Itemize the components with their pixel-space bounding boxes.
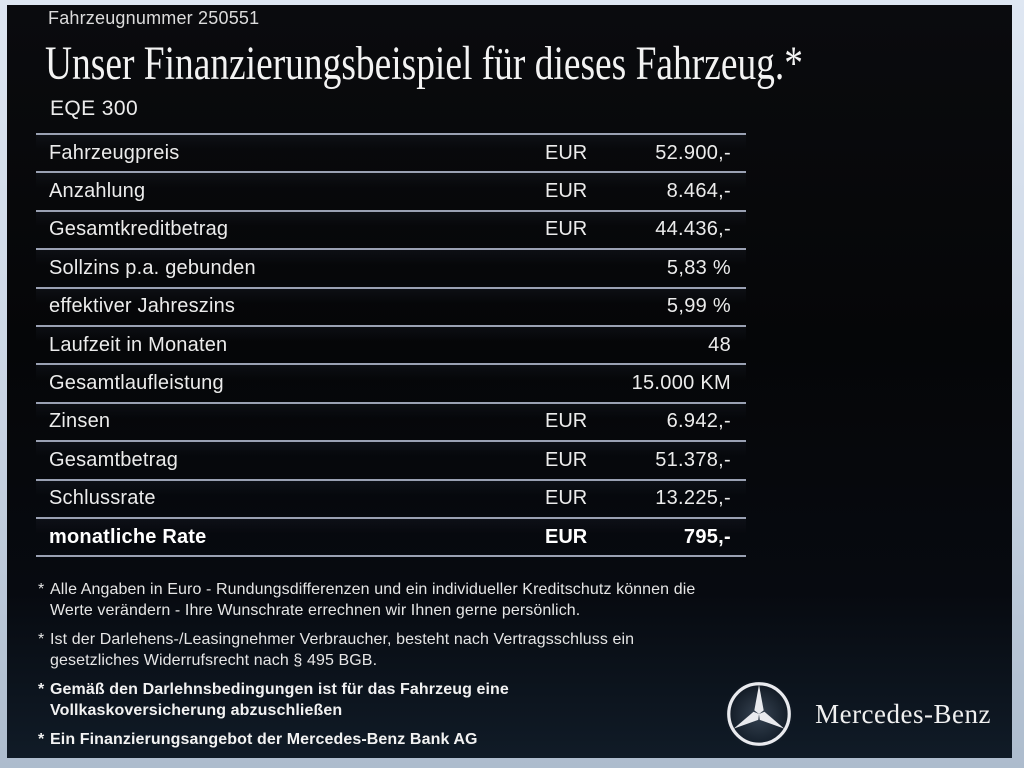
table-row-sollzins: Sollzins p.a. gebunden 5,83 % [36,248,746,287]
footnote-marker: * [38,731,45,748]
row-currency: EUR [545,525,588,548]
row-label: Fahrzeugpreis [49,141,180,164]
row-label: Zinsen [49,410,111,433]
table-row-anzahlung: Anzahlung EUR 8.464,- [36,171,746,210]
row-value: 6.942,- [666,410,731,433]
row-label: Anzahlung [49,180,146,203]
row-value: 15.000 KM [631,372,731,395]
table-row-effektiver-jahreszins: effektiver Jahreszins 5,99 % [36,286,746,325]
row-value: 13.225,- [655,487,731,510]
footnote-line: Ein Finanzierungsangebot der Mercedes-Be… [50,731,478,748]
footnote-line: Alle Angaben in Euro - Rundungsdifferenz… [50,581,696,598]
vehicle-number: Fahrzeugnummer 250551 [48,8,260,28]
row-currency: EUR [545,487,588,510]
table-row-monatliche-rate: monatliche Rate EUR 795,- [36,516,746,556]
brand-area: Mercedes-Benz [723,678,995,750]
row-label: Schlussrate [49,487,156,510]
financing-table: Fahrzeugpreis EUR 52.900,- Anzahlung EUR… [36,133,746,558]
footnote-finanzierungsangebot: * Ein Finanzierungsangebot der Mercedes-… [38,729,738,750]
table-row-laufzeit: Laufzeit in Monaten 48 [36,324,746,364]
footnote-line: Werte verändern - Ihre Wunschrate errech… [50,602,581,619]
row-label: Sollzins p.a. gebunden [49,256,256,279]
brand-name: Mercedes-Benz [815,698,991,729]
row-value: 44.436,- [655,218,731,241]
row-value: 48 [708,333,731,356]
finance-sheet: Fahrzeugnummer 250551 Unser Finanzierung… [7,5,1012,758]
row-currency: EUR [545,218,588,241]
footnote-marker: * [38,581,45,598]
footnote-vollkasko: * Gemäß den Darlehnsbedingungen ist für … [38,679,738,721]
row-value: 5,99 % [666,295,731,318]
table-row-schlussrate: Schlussrate EUR 13.225,- [36,478,746,517]
row-currency: EUR [545,180,588,203]
footnote-widerrufsrecht: * Ist der Darlehens-/Leasingnehmer Verbr… [38,629,738,671]
table-row-fahrzeugpreis: Fahrzeugpreis EUR 52.900,- [36,133,746,172]
row-value: 52.900,- [655,141,731,164]
footnote-line: gesetzliches Widerrufsrecht nach § 495 B… [50,652,378,669]
footnote-line: Gemäß den Darlehnsbedingungen ist für da… [50,681,509,698]
row-value: 795,- [683,525,731,548]
row-currency: EUR [545,141,588,164]
mercedes-star-icon [723,678,796,750]
footnote-euro-angaben: * Alle Angaben in Euro - Rundungsdiffere… [38,579,738,621]
footnotes: * Alle Angaben in Euro - Rundungsdiffere… [38,579,738,758]
table-row-gesamtkreditbetrag: Gesamtkreditbetrag EUR 44.436,- [36,209,746,249]
row-value: 5,83 % [666,256,731,279]
footnote-marker: * [38,631,45,648]
row-label: Gesamtkreditbetrag [49,218,229,241]
row-label: effektiver Jahreszins [49,295,236,318]
table-row-gesamtlaufleistung: Gesamtlaufleistung 15.000 KM [36,363,746,402]
row-value: 51.378,- [655,448,731,471]
footnote-marker: * [38,681,45,698]
row-label: Gesamtlaufleistung [49,372,224,395]
table-row-gesamtbetrag: Gesamtbetrag EUR 51.378,- [36,440,746,479]
table-row-zinsen: Zinsen EUR 6.942,- [36,401,746,441]
page-title: Unser Finanzierungsbeispiel für dieses F… [45,37,803,90]
row-label: Gesamtbetrag [49,448,179,471]
row-label: Laufzeit in Monaten [49,333,228,356]
row-currency: EUR [545,448,588,471]
footnote-line: Vollkaskoversicherung abzuschließen [50,702,343,719]
vehicle-model: EQE 300 [50,97,139,120]
row-currency: EUR [545,410,588,433]
row-label: monatliche Rate [49,525,207,548]
footnote-line: Ist der Darlehens-/Leasingnehmer Verbrau… [50,631,635,648]
row-value: 8.464,- [666,180,731,203]
